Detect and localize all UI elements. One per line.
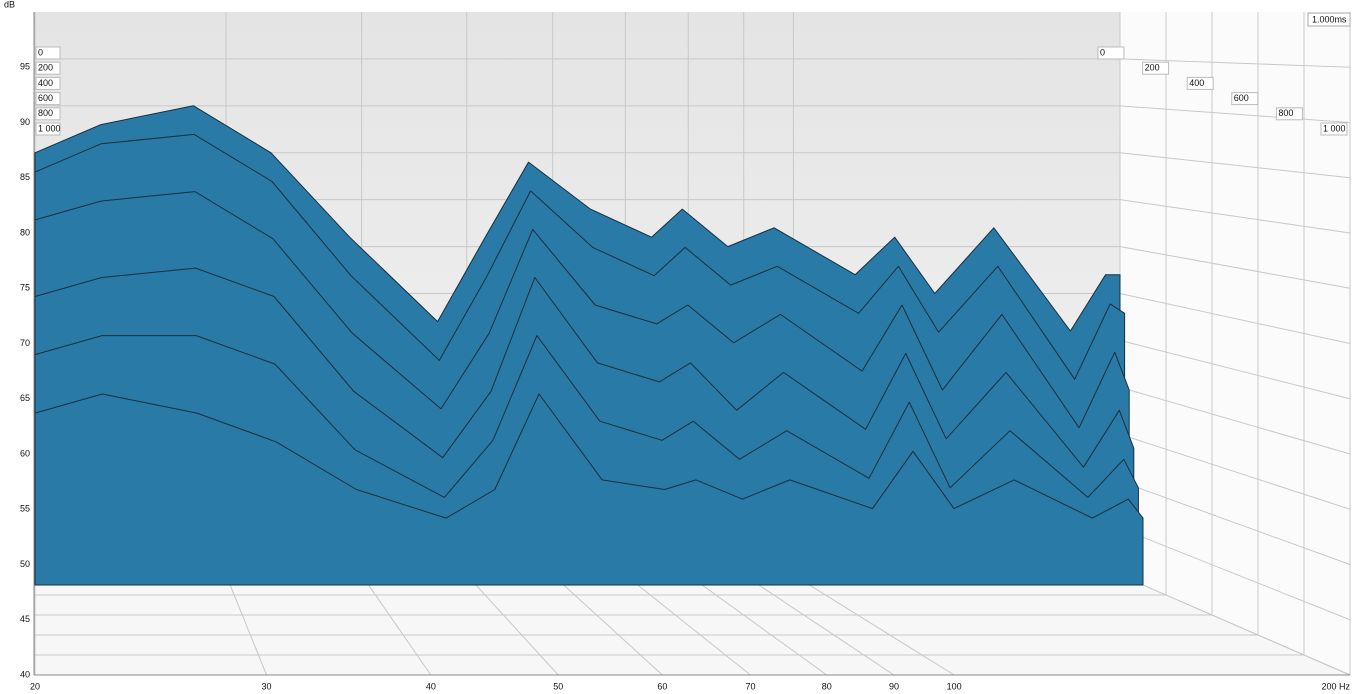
side-wall bbox=[1120, 12, 1350, 675]
x-tick-label: 100 bbox=[947, 681, 962, 691]
z-tick-label: 800 bbox=[1278, 108, 1293, 118]
y-axis-label: dB bbox=[4, 0, 15, 9]
z-tick-label: 200 bbox=[1145, 63, 1160, 73]
grid-line bbox=[743, 574, 895, 676]
x-tick-label: 90 bbox=[889, 681, 899, 691]
z-tick-label: 600 bbox=[38, 93, 53, 103]
z-tick-box bbox=[1231, 92, 1259, 106]
grid-line bbox=[552, 574, 663, 676]
z-tick-box bbox=[35, 107, 61, 121]
grid-line bbox=[625, 574, 751, 676]
grid-line bbox=[1119, 574, 1351, 676]
grid-line bbox=[466, 574, 559, 676]
floor bbox=[35, 575, 1350, 675]
grid-line bbox=[1119, 152, 1351, 179]
y-tick-label: 65 bbox=[20, 393, 30, 403]
y-tick-label: 75 bbox=[20, 283, 30, 293]
grid-line bbox=[1119, 339, 1351, 400]
z-tick-label: 800 bbox=[38, 108, 53, 118]
y-tick-label: 50 bbox=[20, 559, 30, 569]
x-tick-label: 200 Hz bbox=[1321, 681, 1350, 691]
y-tick-label: 85 bbox=[20, 172, 30, 182]
x-tick-label: 20 bbox=[30, 681, 40, 691]
grid-line bbox=[1119, 480, 1351, 565]
y-tick-label: 60 bbox=[20, 448, 30, 458]
z-tick-label: 400 bbox=[38, 78, 53, 88]
z-tick-box bbox=[1320, 122, 1348, 136]
z-tick-box bbox=[35, 46, 61, 60]
z-tick-box bbox=[1097, 46, 1125, 60]
y-tick-label: 95 bbox=[20, 62, 30, 72]
y-tick-label: 80 bbox=[20, 227, 30, 237]
x-tick-label: 30 bbox=[262, 681, 272, 691]
grid-line bbox=[225, 574, 268, 676]
grid-line bbox=[1119, 433, 1351, 510]
grid-line bbox=[1119, 386, 1351, 455]
y-tick-label: 40 bbox=[20, 669, 30, 679]
z-tick-label: 200 bbox=[38, 63, 53, 73]
y-tick-label: 70 bbox=[20, 338, 30, 348]
z-tick-box bbox=[35, 122, 61, 136]
y-tick-label: 90 bbox=[20, 117, 30, 127]
x-tick-label: 40 bbox=[426, 681, 436, 691]
z-tick-label: 600 bbox=[1234, 93, 1249, 103]
z-tick-label: 400 bbox=[1189, 78, 1204, 88]
z-tick-box bbox=[1275, 107, 1303, 121]
z-tick-label: 1 000 bbox=[38, 123, 61, 133]
grid-line bbox=[1119, 199, 1351, 234]
z-max-label: 1.000ms bbox=[1312, 14, 1347, 24]
grid-line bbox=[687, 574, 828, 676]
y-tick-label: 45 bbox=[20, 614, 30, 624]
z-tick-label: 1 000 bbox=[1323, 123, 1346, 133]
z-tick-label: 0 bbox=[38, 47, 43, 57]
grid-line bbox=[361, 574, 432, 676]
grid-line bbox=[1119, 58, 1351, 68]
slice bbox=[34, 393, 1144, 586]
x-tick-label: 80 bbox=[822, 681, 832, 691]
grid-line bbox=[1119, 527, 1351, 621]
x-tick-label: 50 bbox=[553, 681, 563, 691]
z-tick-box bbox=[1186, 76, 1214, 90]
z-tick-box bbox=[1142, 61, 1170, 75]
y-tick-label: 55 bbox=[20, 504, 30, 514]
grid-line bbox=[1119, 246, 1351, 289]
grid-line bbox=[793, 574, 955, 676]
grid-line bbox=[1119, 293, 1351, 344]
z-tick-box bbox=[35, 61, 61, 75]
z-tick-box bbox=[35, 92, 61, 106]
z-max-box bbox=[1307, 12, 1351, 27]
z-tick-box bbox=[35, 76, 61, 90]
x-tick-label: 60 bbox=[657, 681, 667, 691]
z-tick-label: 0 bbox=[1100, 47, 1105, 57]
x-tick-label: 70 bbox=[745, 681, 755, 691]
grid-line bbox=[1119, 105, 1351, 123]
